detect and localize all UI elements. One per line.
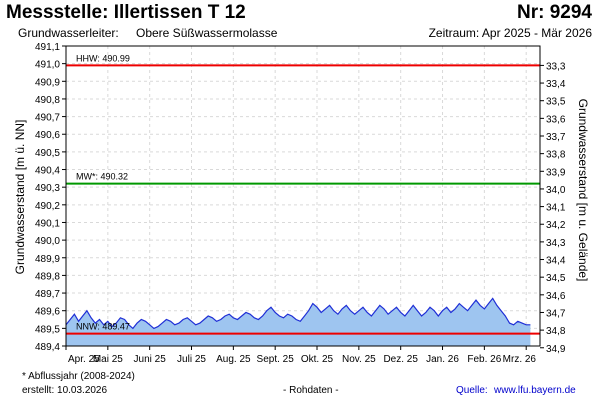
y-tick-label-left: 489,7 bbox=[35, 289, 60, 300]
y-tick-label-left: 489,8 bbox=[35, 271, 60, 282]
source-label: Quelle: bbox=[456, 385, 488, 396]
y-tick-label-left: 490,4 bbox=[35, 166, 60, 177]
x-tick-label: Apr. 25 bbox=[68, 354, 100, 365]
y-tick-label-right: 33,5 bbox=[546, 97, 566, 108]
y-tick-label-right: 34,1 bbox=[546, 203, 566, 214]
y-tick-label-left: 489,5 bbox=[35, 324, 60, 335]
station-number: Nr: 9294 bbox=[517, 2, 592, 23]
x-tick-label: Okt. 25 bbox=[301, 354, 334, 365]
y-axis-left-label: Grundwasserstand [m ü. NN] bbox=[13, 120, 27, 275]
source-link[interactable]: www.lfu.bayern.de bbox=[494, 385, 576, 396]
y-axis-right: 33,3 33,4 33,5 33,6 33,7 33,8 33,9 34,0 34,1 34,2… bbox=[540, 61, 566, 355]
y-tick-label-left: 490,9 bbox=[35, 77, 60, 88]
y-tick-label-left: 490,3 bbox=[35, 183, 60, 194]
series-layer bbox=[65, 297, 531, 346]
y-tick-label-right: 33,8 bbox=[546, 150, 566, 161]
series-line bbox=[65, 297, 531, 330]
y-tick-label-right: 34,4 bbox=[546, 256, 566, 267]
y-tick-label-left: 490,1 bbox=[35, 218, 60, 229]
y-tick-label-left: 491,0 bbox=[35, 60, 60, 71]
y-tick-label-right: 34,8 bbox=[546, 326, 566, 337]
y-tick-label-left: 489,4 bbox=[35, 342, 60, 353]
x-tick-label: Mai 25 bbox=[93, 354, 123, 365]
page-title: Messstelle: Illertissen T 12 bbox=[6, 2, 246, 23]
y-tick-label-left: 489,6 bbox=[35, 307, 60, 318]
x-tick-label: Juli 25 bbox=[177, 354, 206, 365]
period-label: Zeitraum: Apr 2025 - Mär 2026 bbox=[428, 26, 592, 40]
x-tick-label: Mrz. 26 bbox=[503, 354, 537, 365]
y-tick-label-right: 34,9 bbox=[546, 344, 566, 355]
y-tick-label-right: 34,2 bbox=[546, 220, 566, 231]
y-tick-label-left: 490,5 bbox=[35, 148, 60, 159]
y-tick-label-right: 34,7 bbox=[546, 308, 566, 319]
nnw-label: NNW: 489.47 bbox=[76, 322, 130, 332]
y-tick-label-left: 490,7 bbox=[35, 113, 60, 124]
y-tick-label-left: 491,1 bbox=[35, 42, 60, 53]
x-tick-label: Juni 25 bbox=[134, 354, 167, 365]
y-axis-left: 491,1 491,0 490,9 490,8 490,7 490,6 490,5 490,4… bbox=[35, 42, 66, 353]
reference-lines: HHW: 490.99 MW*: 490.32 NNW: 489.47 bbox=[66, 53, 540, 335]
x-tick-label: Nov. 25 bbox=[342, 354, 376, 365]
created-date: erstellt: 10.03.2026 bbox=[22, 385, 108, 396]
y-tick-label-right: 34,6 bbox=[546, 291, 566, 302]
y-tick-label-left: 490,0 bbox=[35, 236, 60, 247]
y-axis-right-label: Grundwasserstand [m u. Gelände] bbox=[576, 99, 590, 282]
plot-frame bbox=[65, 45, 541, 347]
x-tick-label: Dez. 25 bbox=[383, 354, 418, 365]
mw-label: MW*: 490.32 bbox=[76, 172, 128, 182]
x-tick-label: Aug. 25 bbox=[216, 354, 251, 365]
y-tick-label-left: 490,8 bbox=[35, 95, 60, 106]
y-tick-label-right: 33,9 bbox=[546, 167, 566, 178]
footnote: * Abflussjahr (2008-2024) bbox=[22, 371, 135, 382]
y-tick-label-right: 33,7 bbox=[546, 132, 566, 143]
y-tick-label-left: 490,6 bbox=[35, 130, 60, 141]
x-tick-label: Feb. 26 bbox=[467, 354, 501, 365]
y-tick-label-right: 33,3 bbox=[546, 61, 566, 72]
y-tick-label-right: 34,5 bbox=[546, 273, 566, 284]
y-tick-label-right: 34,3 bbox=[546, 238, 566, 249]
y-tick-label-right: 33,6 bbox=[546, 114, 566, 125]
y-tick-label-left: 489,9 bbox=[35, 254, 60, 265]
rawdata-note: - Rohdaten - bbox=[283, 385, 339, 396]
hhw-label: HHW: 490.99 bbox=[76, 53, 130, 63]
y-tick-label-right: 34,0 bbox=[546, 185, 566, 196]
grid bbox=[66, 45, 540, 347]
aquifer-value: Obere Süßwassermolasse bbox=[136, 26, 278, 40]
aquifer-label: Grundwasserleiter: bbox=[18, 26, 119, 40]
x-tick-label: Jan. 26 bbox=[426, 354, 459, 365]
y-tick-label-right: 33,4 bbox=[546, 79, 566, 90]
x-tick-label: Sept. 25 bbox=[257, 354, 295, 365]
y-tick-label-left: 490,2 bbox=[35, 201, 60, 212]
